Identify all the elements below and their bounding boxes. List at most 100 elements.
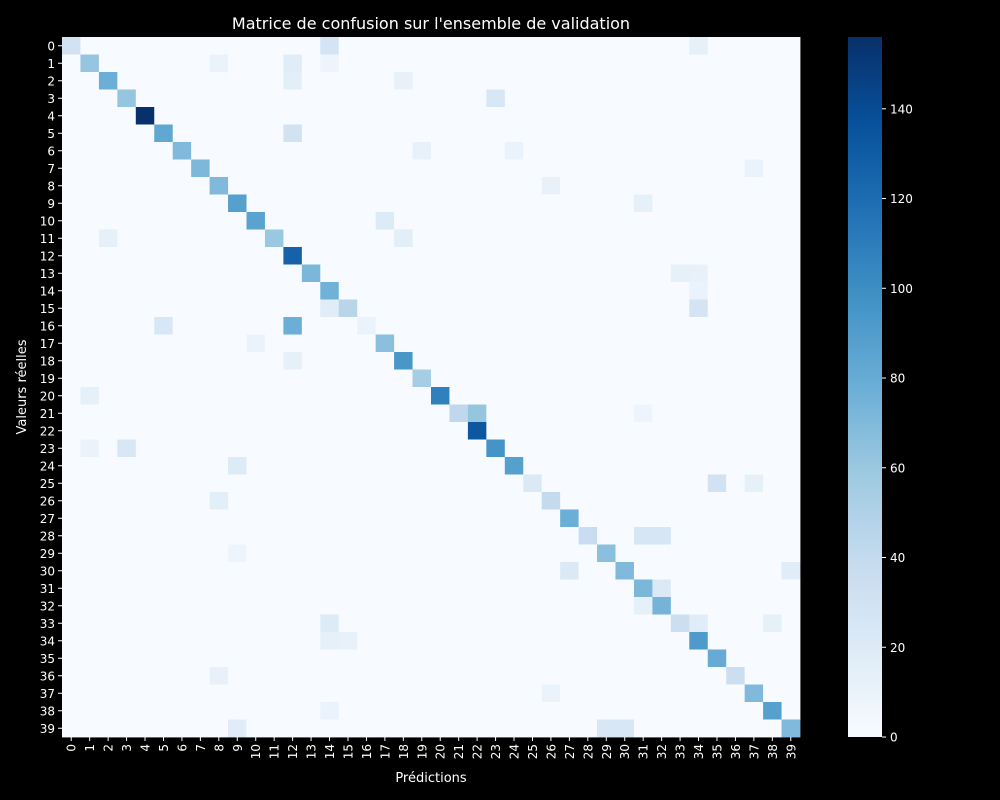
heatmap-cell-13-38 [763,264,782,283]
heatmap-cell-10-5 [154,212,174,230]
heatmap-cell-32-8 [209,597,229,615]
heatmap-cell-10-39 [781,212,801,230]
heatmap-cell-37-12 [283,684,303,703]
heatmap-cell-10-6 [172,212,192,230]
heatmap-cell-2-17 [375,72,395,90]
heatmap-cell-17-36 [726,334,746,353]
heatmap-cell-6-29 [597,142,616,160]
heatmap-cell-13-13 [301,264,321,283]
heatmap-cell-25-20 [431,474,450,493]
heatmap-cell-26-29 [597,492,616,510]
heatmap-cell-33-1 [80,614,100,633]
heatmap-cell-39-16 [357,719,377,738]
heatmap-cell-23-11 [264,439,284,458]
heatmap-cell-13-33 [670,264,690,283]
heatmap-cell-11-29 [597,229,616,248]
heatmap-cell-34-11 [264,632,284,650]
heatmap-cell-33-6 [172,614,192,633]
heatmap-cell-27-1 [80,509,100,528]
heatmap-cell-16-13 [301,317,321,335]
heatmap-cell-35-31 [633,649,653,668]
heatmap-cell-12-38 [763,247,782,265]
heatmap-cell-26-2 [98,492,118,510]
heatmap-cell-19-39 [781,369,801,388]
heatmap-cell-16-24 [504,317,524,335]
heatmap-cell-26-31 [633,492,653,510]
heatmap-cell-11-32 [652,229,672,248]
heatmap-cell-18-11 [264,352,284,370]
heatmap-cell-17-15 [338,334,358,353]
heatmap-cell-4-37 [744,107,764,125]
heatmap-cell-20-22 [467,387,487,405]
heatmap-cell-2-29 [597,72,616,90]
heatmap-cell-10-3 [117,212,137,230]
heatmap-cell-34-21 [449,632,469,650]
heatmap-cell-20-37 [744,387,764,405]
heatmap-cell-33-20 [431,614,450,633]
heatmap-cell-19-2 [98,369,118,388]
heatmap-cell-26-37 [744,492,764,510]
heatmap-cell-7-5 [154,159,174,178]
heatmap-cell-20-6 [172,387,192,405]
y-tick-label: 13 [40,267,55,281]
x-tick-label: 25 [526,744,540,759]
heatmap-cell-31-13 [301,579,321,598]
heatmap-cell-16-32 [652,317,672,335]
heatmap-cell-21-31 [633,404,653,423]
heatmap-cell-22-9 [228,422,247,440]
heatmap-cell-8-12 [283,177,303,195]
heatmap-cell-25-18 [394,474,413,493]
heatmap-cell-15-38 [763,299,782,318]
heatmap-cell-37-21 [449,684,469,703]
heatmap-cell-38-5 [154,702,174,720]
heatmap-cell-12-3 [117,247,137,265]
heatmap-cell-17-31 [633,334,653,353]
heatmap-cell-17-14 [320,334,340,353]
heatmap-cell-33-13 [301,614,321,633]
heatmap-cell-11-19 [412,229,432,248]
heatmap-cell-4-27 [560,107,579,125]
heatmap-cell-19-38 [763,369,782,388]
heatmap-cell-0-3 [117,37,137,55]
heatmap-cell-2-36 [726,72,746,90]
heatmap-cell-3-36 [726,89,746,108]
heatmap-cell-13-17 [375,264,395,283]
heatmap-cell-13-37 [744,264,764,283]
heatmap-cell-30-34 [689,562,709,580]
heatmap-cell-17-26 [541,334,561,353]
heatmap-cell-2-24 [504,72,524,90]
heatmap-cell-38-28 [578,702,598,720]
heatmap-cell-10-1 [80,212,100,230]
heatmap-cell-12-22 [467,247,487,265]
heatmap-cell-31-18 [394,579,413,598]
heatmap-cell-37-8 [209,684,229,703]
heatmap-cell-22-23 [486,422,506,440]
heatmap-cell-12-34 [689,247,709,265]
heatmap-cell-5-10 [246,124,266,143]
heatmap-cell-15-33 [670,299,690,318]
heatmap-cell-20-12 [283,387,303,405]
heatmap-cell-27-7 [191,509,210,528]
heatmap-cell-15-5 [154,299,174,318]
heatmap-cell-1-29 [597,54,616,73]
heatmap-cell-31-24 [504,579,524,598]
heatmap-cell-11-12 [283,229,303,248]
heatmap-cell-1-14 [320,54,340,73]
heatmap-cell-38-9 [228,702,247,720]
heatmap-cell-14-28 [578,282,598,300]
heatmap-cell-6-12 [283,142,303,160]
heatmap-cell-10-15 [338,212,358,230]
heatmap-cell-9-4 [135,194,155,213]
heatmap-cell-35-16 [357,649,377,668]
heatmap-cell-10-24 [504,212,524,230]
heatmap-cell-4-5 [154,107,174,125]
heatmap-cell-10-18 [394,212,413,230]
heatmap-cell-33-35 [707,614,727,633]
heatmap-cell-33-2 [98,614,118,633]
x-tick-labels: 0 1 2 3 4 5 6 7 8 9 10 11 12 13 14 15 16 17 18 19 20 21 22 23 24… [65,737,798,759]
heatmap-cell-35-35 [707,649,727,668]
heatmap-cell-17-1 [80,334,100,353]
heatmap-cell-15-14 [320,299,340,318]
heatmap-cell-22-34 [689,422,709,440]
heatmap-cell-21-23 [486,404,506,423]
